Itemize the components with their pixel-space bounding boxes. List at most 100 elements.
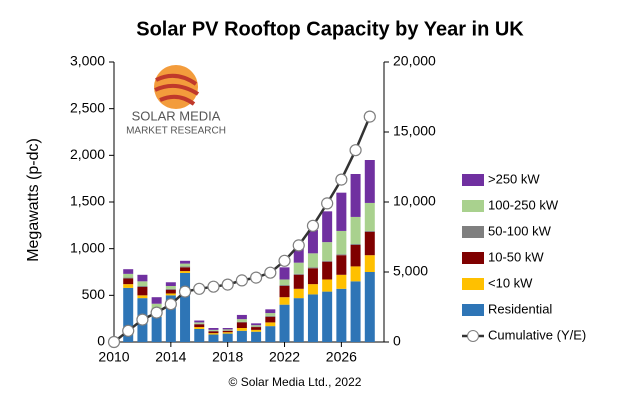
bar-segment [166,290,176,294]
cumulative-marker [165,299,176,310]
bar-segment [152,297,162,304]
bar-segment [194,327,204,329]
bar-segment [322,211,332,242]
y-tick-label: 2,500 [70,99,105,115]
legend-label: 10-50 kW [488,249,544,264]
legend-label: 50-100 kW [488,223,552,238]
bar-segment [251,323,261,325]
bar-segment [351,266,361,281]
bar-segment [137,286,147,287]
bar-segment [123,279,133,285]
bar-segment [251,327,261,330]
bar-segment [180,271,190,273]
cumulative-marker [265,267,276,278]
bar-segment [166,282,176,286]
x-tick-label: 2010 [98,349,129,365]
bar-segment [336,193,346,231]
bar-segment [351,281,361,342]
bar-segment [237,328,247,331]
bar-segment [265,317,275,323]
bar-segment [336,255,346,275]
bar-segment [166,286,176,289]
y-tick-label: 0 [97,333,105,349]
legend-swatch [462,226,484,238]
bar-segment [265,316,275,317]
bar-segment [137,295,147,298]
bar-segment [208,331,218,333]
legend-label: Residential [488,301,552,316]
bar-segment [166,293,176,295]
bar-segment [208,328,218,330]
bar-segment [308,253,318,267]
bar-segment [237,331,247,342]
bar-segment [322,279,332,291]
bar-segment [237,315,247,319]
y2-tick-label: 5,000 [393,263,428,279]
bar-segment [137,281,147,286]
legend-swatch [462,278,484,290]
bar-segment [137,275,147,282]
cumulative-marker [180,286,191,297]
legend-label: >250 kW [488,171,540,186]
bar-segment [336,275,346,289]
bar-segment [351,217,361,244]
cumulative-marker [350,145,361,156]
cumulative-marker [151,307,162,318]
cumulative-marker [364,111,375,122]
x-tick-label: 2018 [212,349,243,365]
legend-swatch [462,252,484,264]
bar-segment [365,231,375,232]
logo-text: SOLAR MEDIA [132,108,221,123]
bar-segment [308,284,318,294]
y-tick-label: 3,000 [70,53,105,69]
bar-segment [294,274,304,275]
bar-segment [294,263,304,274]
bar-segment [166,289,176,290]
bar-segment [194,321,204,323]
bar-segment [137,287,147,295]
y2-tick-label: 15,000 [393,123,436,139]
x-tick-label: 2026 [326,349,357,365]
bar-segment [223,334,233,342]
cumulative-marker [251,272,262,283]
legend-swatch [462,200,484,212]
cumulative-marker [236,275,247,286]
cumulative-marker [322,198,333,209]
bar-segment [123,284,133,288]
bar-segment [223,328,233,329]
y-tick-label: 500 [82,286,106,302]
cumulative-marker [137,314,148,325]
y-tick-label: 2,000 [70,146,105,162]
bar-segment [308,294,318,342]
logo: SOLAR MEDIA MARKET RESEARCH [126,65,226,137]
bar-segment [365,255,375,272]
bar-segment [180,266,190,267]
source: © Solar Media Ltd., 2022 [229,375,362,389]
bar-segment [208,333,218,334]
bar-segment [308,230,318,253]
y-axis-label: Megawatts (p-dc) [25,138,42,262]
bar-segment [223,329,233,330]
bar-segment [265,322,275,326]
logo-text: MARKET RESEARCH [126,126,226,137]
y-tick-label: 1,000 [70,239,105,255]
bar-segment [123,269,133,274]
legend-swatch [462,174,484,186]
bar-segment [237,322,247,328]
x-tick-label: 2022 [269,349,300,365]
bar-segment [336,289,346,342]
bar-segment [280,279,290,285]
bar-segment [223,332,233,333]
bar-segment [365,272,375,342]
bar-segment [365,203,375,231]
bar-segment [194,324,204,327]
bar-segment [322,292,332,342]
bar-segment [251,325,261,326]
bar-segment [208,335,218,342]
cumulative-marker [194,283,205,294]
bar-segment [322,242,332,261]
bar-segment [280,305,290,342]
bar-segment [322,262,332,280]
bar-segment [280,286,290,297]
